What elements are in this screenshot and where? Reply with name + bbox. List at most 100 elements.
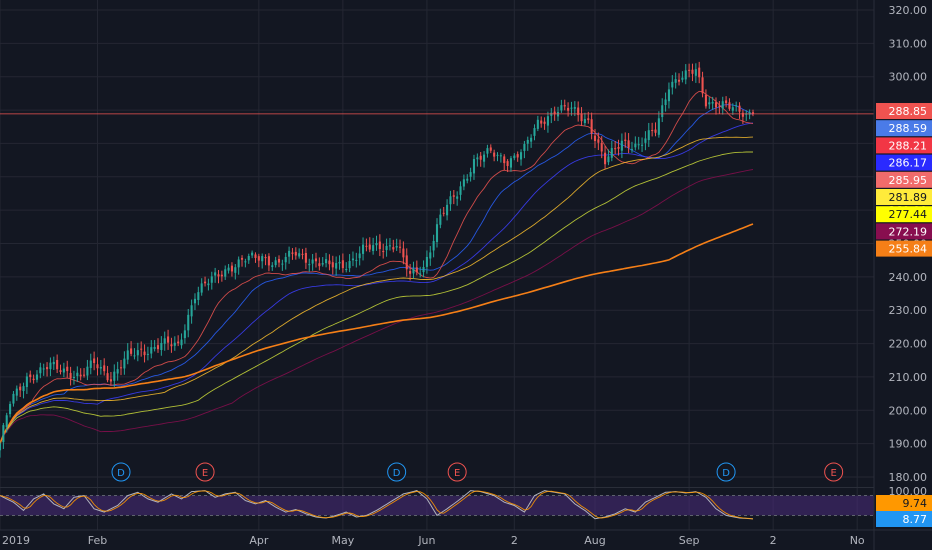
oscillator-band [0, 495, 874, 516]
oscillator-axis: 100.009.74 8.77 [876, 485, 932, 527]
ma-tag-3: 281.89 [876, 189, 932, 205]
candle-body [563, 105, 566, 107]
candle [382, 243, 385, 259]
dividend-marker-4[interactable]: D [716, 462, 736, 482]
candle-body [116, 369, 119, 374]
candle [200, 278, 203, 296]
candle [183, 324, 186, 344]
candle-body [516, 154, 519, 158]
event-label: D [393, 468, 401, 479]
candle [244, 258, 247, 268]
candle [731, 103, 734, 116]
candle [237, 256, 240, 275]
dividend-marker-0[interactable]: D [111, 462, 131, 482]
candle-body [671, 81, 674, 88]
candle-body [12, 393, 15, 404]
candle [405, 248, 408, 277]
candle [247, 253, 250, 264]
earnings-marker-3[interactable]: E [447, 462, 467, 482]
candle-body [89, 360, 92, 368]
event-label: E [454, 468, 460, 479]
candle [546, 111, 549, 133]
candle [234, 264, 237, 280]
candle [25, 372, 28, 394]
candle-body [39, 367, 42, 374]
candle-body [419, 273, 422, 275]
candle [590, 112, 593, 140]
candle [284, 252, 287, 270]
candle-body [32, 378, 35, 381]
candle-body [109, 379, 112, 382]
candle-body [553, 111, 556, 115]
tag-background [876, 154, 932, 171]
event-circle[interactable] [824, 462, 844, 482]
candle [345, 262, 348, 273]
candle-body [261, 256, 264, 262]
oscillator-pane[interactable] [0, 490, 874, 520]
candle-body [345, 268, 348, 271]
candle-body [150, 347, 153, 354]
candle-body [432, 240, 435, 251]
candle-body [341, 260, 344, 269]
candle [291, 248, 294, 260]
candle [318, 257, 321, 271]
candle [93, 351, 96, 371]
candle-body [140, 348, 143, 350]
candle-body [503, 156, 506, 164]
candle-body [476, 157, 479, 160]
candle-body [42, 368, 45, 370]
event-circle[interactable] [716, 462, 736, 482]
dividend-marker-2[interactable]: D [387, 462, 407, 482]
candle-body [96, 364, 99, 369]
candle [620, 133, 623, 159]
candle-body [193, 298, 197, 304]
candle [193, 293, 197, 311]
candle [543, 117, 546, 130]
time-tick-label: 2019 [2, 534, 30, 547]
candle [86, 359, 89, 381]
candle-body [721, 101, 724, 109]
candle [674, 72, 677, 89]
candle-body [620, 140, 623, 151]
candle [435, 218, 439, 248]
earnings-marker-1[interactable]: E [195, 462, 215, 482]
candle-body [523, 144, 526, 151]
time-axis[interactable]: 2019 Feb Apr May Jun 2 Aug Sep 2 No [0, 529, 932, 547]
candle-body [718, 105, 721, 107]
candle [123, 351, 126, 375]
candle [563, 99, 566, 111]
candle-body [654, 129, 657, 133]
candle-body [291, 252, 294, 254]
candle [230, 262, 233, 277]
event-circle[interactable] [387, 462, 407, 482]
candle-body [526, 139, 529, 144]
event-circle[interactable] [195, 462, 215, 482]
price-tick-label: 210.00 [889, 371, 928, 384]
candle-body [318, 263, 321, 267]
candle-body [72, 377, 75, 379]
tag-label: 272.19 [889, 225, 928, 238]
candle [419, 266, 422, 278]
candle [439, 208, 442, 229]
candle-body [493, 152, 496, 157]
candle-body [449, 196, 452, 205]
candle [368, 237, 371, 253]
event-circle[interactable] [111, 462, 131, 482]
candle [42, 363, 45, 376]
earnings-marker-5[interactable]: E [824, 462, 844, 482]
candle [688, 63, 691, 78]
candle [375, 235, 378, 251]
last-price-tag: 288.85 [876, 103, 932, 119]
candle-body [130, 348, 133, 354]
candle-body [435, 224, 439, 243]
candle-body [519, 152, 523, 160]
event-circle[interactable] [447, 462, 467, 482]
candle [446, 199, 449, 221]
candle [79, 368, 82, 381]
candle [533, 124, 536, 141]
candle [294, 247, 297, 260]
candle-body [214, 272, 217, 276]
